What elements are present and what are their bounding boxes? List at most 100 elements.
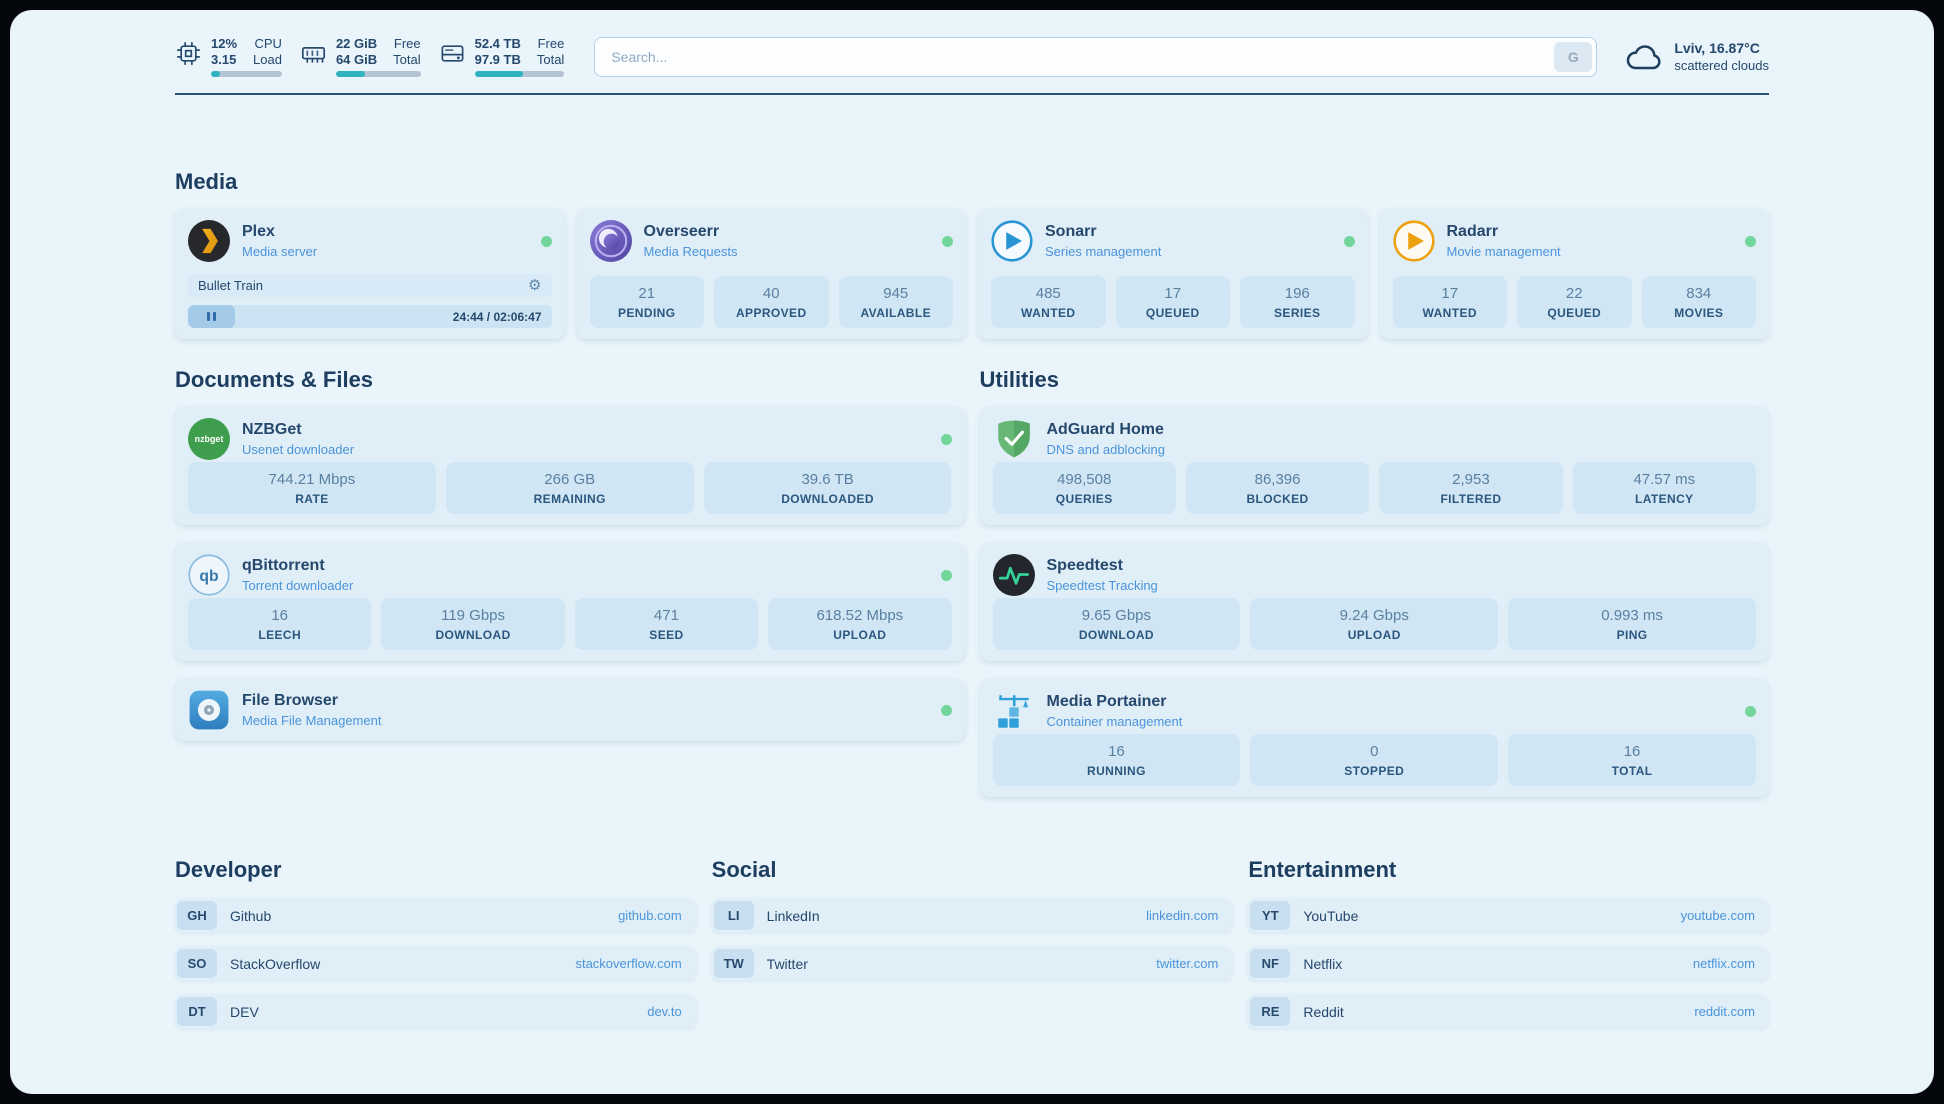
- bookmark-abbr: NF: [1250, 949, 1291, 978]
- settings-gear-icon[interactable]: ⚙: [528, 276, 542, 294]
- app-card-qbittorrent[interactable]: qb qBittorrent Torrent downloader 16 LEEC…: [175, 543, 965, 661]
- bookmark-abbr: LI: [713, 901, 754, 930]
- bookmark-url: dev.to: [647, 1004, 682, 1019]
- bookmark-linkedin[interactable]: LI LinkedIn linkedin.com: [711, 899, 1233, 932]
- stat-label: SEED: [649, 627, 684, 642]
- app-card-overseerr[interactable]: Overseerr Media Requests 21 PENDING 40 APP…: [576, 209, 966, 339]
- stat-label: SERIES: [1274, 305, 1321, 320]
- cpu-label: CPU: [254, 36, 282, 51]
- ram-meter: [335, 71, 421, 77]
- app-subtitle: Movie management: [1446, 244, 1561, 259]
- disk-total-label: Total: [536, 52, 565, 67]
- stat-value: 86,396: [1254, 470, 1301, 488]
- stat-value: 945: [883, 284, 909, 302]
- cpu-meter-fill: [211, 71, 220, 77]
- search-input[interactable]: [594, 36, 1598, 77]
- cpu-readout: 12% CPU 3.15 Load: [211, 36, 282, 77]
- documents-cards: nzbget NZBGet Usenet downloader 744.21 M…: [175, 407, 965, 741]
- disk-readout: 52.4 TB Free 97.9 TB Total: [474, 36, 565, 77]
- app-card-nzbget[interactable]: nzbget NZBGet Usenet downloader 744.21 M…: [175, 407, 965, 525]
- stat-rate: 744.21 Mbps RATE: [188, 462, 436, 514]
- section-title-documents: Documents & Files: [175, 367, 374, 392]
- bookmark-github[interactable]: GH Github github.com: [175, 899, 696, 932]
- stats-row: 498,508 QUERIES 86,396 BLOCKED 2,953 FILTER…: [992, 462, 1756, 514]
- svg-text:qb: qb: [199, 568, 218, 585]
- bookmark-url: github.com: [618, 908, 682, 923]
- app-name: AdGuard Home: [1046, 421, 1164, 438]
- stat-value: 17: [1441, 284, 1459, 302]
- overseerr-icon: [589, 220, 632, 262]
- stats-row: 16 RUNNING 0 STOPPED 16 TOTAL: [992, 734, 1757, 786]
- app-meta: Plex Media server: [242, 223, 317, 259]
- stat-label: LATENCY: [1635, 491, 1694, 506]
- app-meta: NZBGet Usenet downloader: [242, 421, 354, 457]
- stat-label: QUEUED: [1547, 305, 1602, 320]
- bookmark-name: YouTube: [1303, 907, 1359, 924]
- stat-remaining: 266 GB REMAINING: [445, 462, 694, 514]
- cpu-load: 3.15: [211, 52, 237, 67]
- bookmark-name: LinkedIn: [766, 907, 820, 924]
- bookmark-group-entertainment: Entertainment YT YouTube youtube.com NF …: [1248, 857, 1770, 1028]
- bookmark-list: YT YouTube youtube.com NF Netflix netfli…: [1248, 899, 1770, 1028]
- status-dot-online: [940, 433, 952, 445]
- stat-label: PING: [1616, 627, 1648, 642]
- app-name: qBittorrent: [242, 557, 325, 574]
- stat-value: 744.21 Mbps: [268, 470, 356, 488]
- app-meta: Overseerr Media Requests: [644, 223, 738, 259]
- bookmark-dev[interactable]: DT DEV dev.to: [175, 995, 696, 1028]
- bookmark-netflix[interactable]: NF Netflix netflix.com: [1248, 947, 1770, 980]
- dashboard: 12% CPU 3.15 Load 22 GiB Free 64: [10, 10, 1934, 1094]
- ram-total: 64 GiB: [335, 52, 378, 67]
- app-name: NZBGet: [242, 421, 302, 438]
- bookmark-stackoverflow[interactable]: SO StackOverflow stackoverflow.com: [175, 947, 696, 980]
- app-name: Overseerr: [643, 223, 720, 240]
- stat-movies: 834 MOVIES: [1641, 276, 1756, 328]
- bookmark-abbr: GH: [177, 901, 217, 930]
- app-card-sonarr[interactable]: Sonarr Series management 485 WANTED 17 QUE…: [978, 209, 1368, 339]
- app-header: nzbget NZBGet Usenet downloader: [188, 418, 952, 460]
- search-engine-button[interactable]: G: [1554, 41, 1593, 72]
- now-playing-row: Bullet Train ⚙: [188, 274, 552, 297]
- utilities-cards: AdGuard Home DNS and adblocking 498,508 Q…: [979, 407, 1769, 797]
- bookmark-youtube[interactable]: YT YouTube youtube.com: [1248, 899, 1770, 932]
- weather-condition: scattered clouds: [1674, 58, 1769, 73]
- stat-label: RUNNING: [1087, 763, 1146, 778]
- app-subtitle: Torrent downloader: [242, 578, 354, 593]
- disk-icon: [439, 40, 466, 67]
- disk-free: 52.4 TB: [474, 36, 521, 51]
- bookmark-reddit[interactable]: RE Reddit reddit.com: [1248, 995, 1770, 1028]
- stat-value: 16: [1108, 742, 1125, 760]
- bookmark-group-developer: Developer GH Github github.com SO StackO…: [175, 857, 696, 1028]
- cpu-percent: 12%: [211, 36, 238, 51]
- stats-row: 485 WANTED 17 QUEUED 196 SERIES: [991, 276, 1355, 328]
- app-subtitle: Speedtest Tracking: [1046, 578, 1158, 593]
- app-card-plex[interactable]: Plex Media server Bullet Train ⚙: [175, 209, 565, 339]
- app-card-portainer[interactable]: Media Portainer Container management 16 R…: [979, 679, 1769, 797]
- stat-value: 485: [1035, 284, 1061, 302]
- stat-value: 0.993 ms: [1601, 606, 1663, 624]
- app-header: Sonarr Series management: [991, 220, 1355, 262]
- stat-label: MOVIES: [1674, 305, 1724, 320]
- stat-filtered: 2,953 FILTERED: [1379, 462, 1563, 514]
- stat-upload: 9.24 Gbps UPLOAD: [1250, 598, 1499, 650]
- disk-widget: 52.4 TB Free 97.9 TB Total: [439, 36, 565, 77]
- app-card-adguard[interactable]: AdGuard Home DNS and adblocking 498,508 Q…: [979, 407, 1769, 525]
- app-card-filebrowser[interactable]: File Browser Media File Management: [175, 679, 965, 741]
- app-subtitle: DNS and adblocking: [1046, 442, 1166, 457]
- stat-value: 22: [1565, 284, 1583, 302]
- bookmark-url: netflix.com: [1692, 956, 1756, 971]
- stat-value: 39.6 TB: [801, 470, 854, 488]
- app-name: Speedtest: [1046, 557, 1123, 574]
- bookmark-list: LI LinkedIn linkedin.com TW Twitter twit…: [711, 899, 1233, 980]
- bookmark-twitter[interactable]: TW Twitter twitter.com: [711, 947, 1233, 980]
- bookmark-url: stackoverflow.com: [575, 956, 682, 971]
- stat-label: PENDING: [618, 305, 676, 320]
- playback-time: 24:44 / 02:06:47: [452, 309, 542, 324]
- stat-label: UPLOAD: [1347, 627, 1401, 642]
- stat-leech: 16 LEECH: [188, 598, 372, 650]
- playback-progress-bar[interactable]: 24:44 / 02:06:47: [188, 305, 552, 328]
- app-card-radarr[interactable]: Radarr Movie management 17 WANTED 22 QUEUE…: [1379, 209, 1769, 339]
- status-dot-online: [940, 569, 952, 581]
- app-card-speedtest[interactable]: Speedtest Speedtest Tracking 9.65 Gbps DO…: [979, 543, 1769, 661]
- status-dot-online: [1745, 235, 1756, 247]
